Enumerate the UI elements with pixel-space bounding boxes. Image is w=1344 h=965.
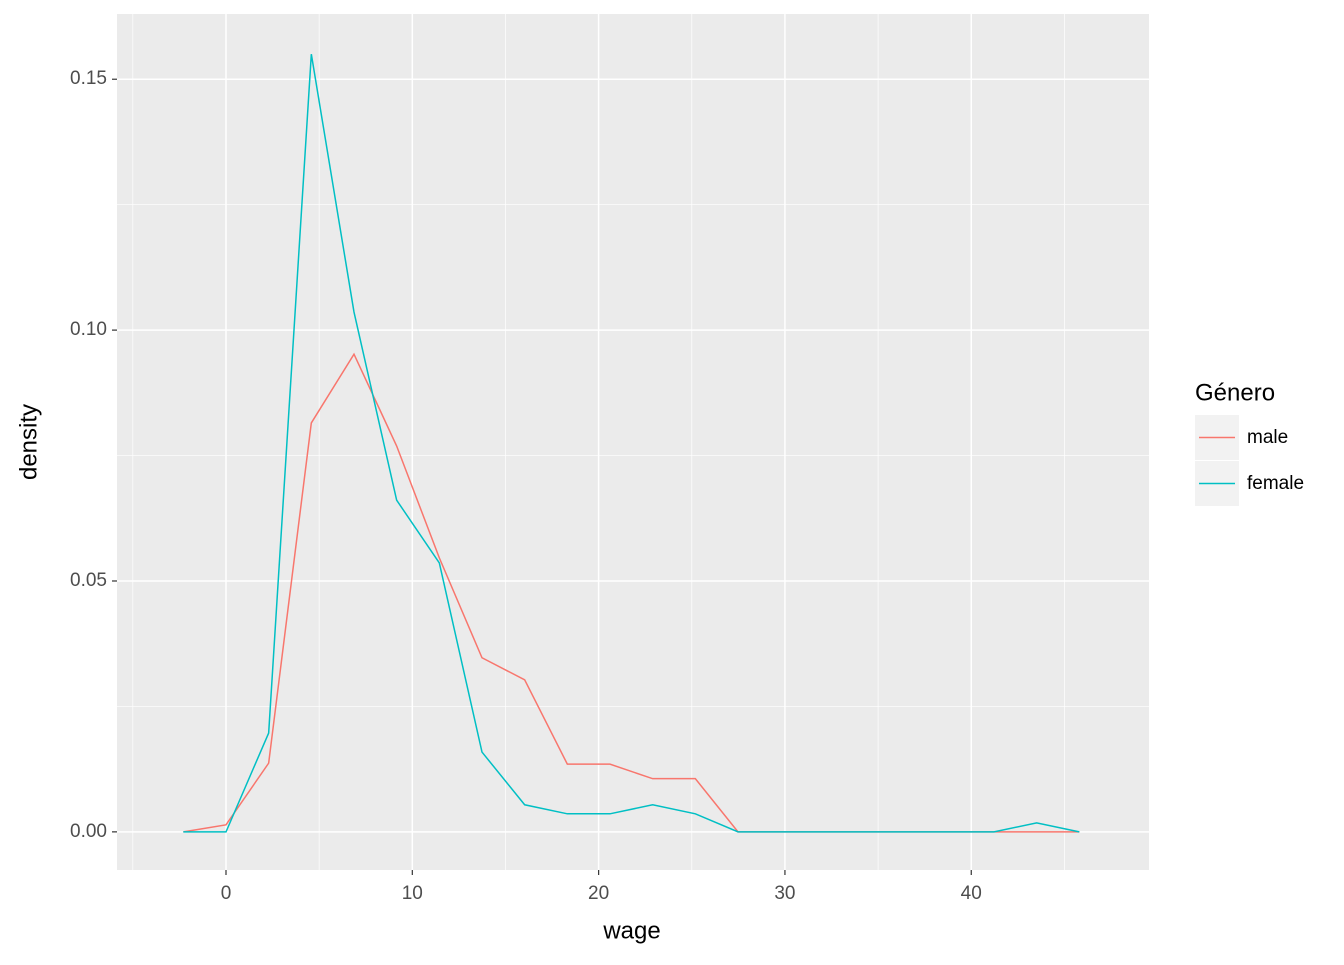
- y-tick-label: 0.15: [70, 68, 107, 89]
- y-tick-label: 0.00: [70, 821, 107, 842]
- series-line: [183, 54, 1080, 833]
- x-tick-label: 0: [221, 883, 232, 904]
- x-tick-label: 30: [774, 883, 795, 904]
- x-axis-title: wage: [602, 917, 660, 944]
- legend-title: Género: [1195, 379, 1275, 406]
- y-axis-title: density: [15, 404, 42, 480]
- legend-label: female: [1247, 473, 1304, 494]
- x-tick-label: 10: [402, 883, 423, 904]
- legend-label: male: [1247, 427, 1288, 448]
- x-tick-label: 40: [961, 883, 982, 904]
- panel: [117, 14, 1149, 870]
- x-tick-label: 20: [588, 883, 609, 904]
- y-tick-label: 0.10: [70, 319, 107, 340]
- y-tick-label: 0.05: [70, 570, 107, 591]
